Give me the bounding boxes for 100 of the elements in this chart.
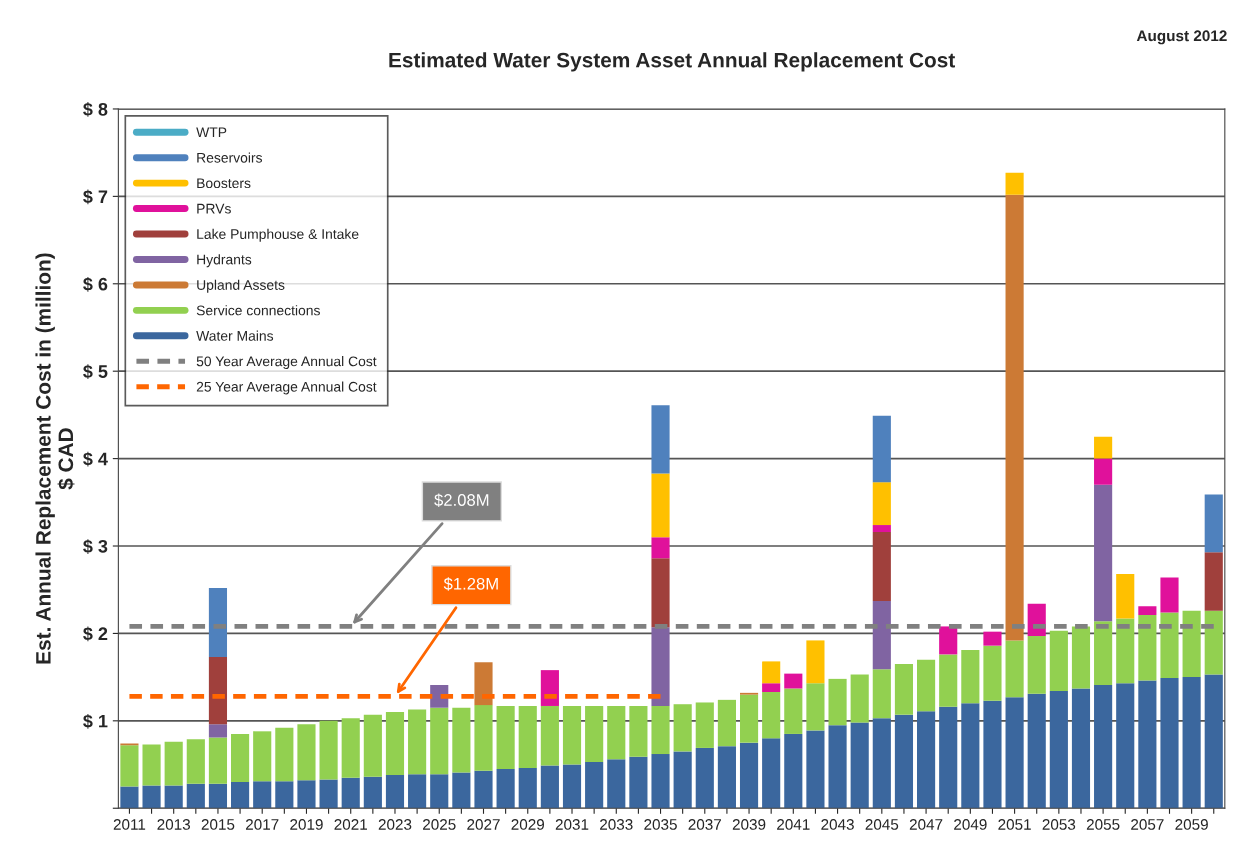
bar bbox=[164, 741, 183, 786]
bar bbox=[120, 745, 139, 787]
x-tick-label: 2013 bbox=[157, 819, 191, 830]
bar bbox=[231, 733, 250, 783]
bar bbox=[120, 786, 139, 809]
bar bbox=[894, 664, 914, 715]
bar bbox=[341, 718, 360, 778]
bar bbox=[983, 631, 1002, 646]
bar bbox=[1138, 606, 1157, 616]
bar bbox=[319, 720, 338, 780]
bar bbox=[629, 756, 648, 809]
bar bbox=[939, 654, 958, 707]
bar bbox=[208, 657, 228, 725]
bar bbox=[452, 772, 471, 809]
bar bbox=[208, 587, 228, 658]
bar bbox=[164, 785, 183, 809]
y-tick-label: $ 3 bbox=[83, 539, 108, 554]
bar bbox=[385, 775, 405, 809]
y-tick-label: $ 8 bbox=[83, 102, 108, 117]
bar bbox=[850, 674, 869, 723]
bar bbox=[363, 714, 382, 777]
legend-label: Hydrants bbox=[197, 254, 252, 268]
bar bbox=[1116, 683, 1135, 809]
text: August 2012 bbox=[1136, 30, 1227, 45]
x-tick-label: 2059 bbox=[1175, 819, 1208, 830]
bar bbox=[872, 415, 891, 483]
bar bbox=[297, 724, 316, 781]
bar bbox=[1027, 636, 1046, 694]
x-tick-label: 2053 bbox=[1042, 819, 1076, 830]
bar bbox=[430, 774, 449, 809]
bar bbox=[762, 661, 781, 684]
legend-label: 50 Year Average Annual Cost bbox=[196, 356, 377, 369]
x-tick-label: 2017 bbox=[245, 819, 279, 830]
bar bbox=[408, 709, 427, 775]
bar bbox=[939, 706, 958, 809]
bar bbox=[983, 700, 1002, 809]
bar bbox=[651, 537, 670, 559]
x-tick-label: 2051 bbox=[998, 819, 1031, 830]
bar bbox=[452, 707, 471, 773]
x-tick-label: 2049 bbox=[954, 819, 987, 830]
bar bbox=[1094, 458, 1113, 485]
bar bbox=[739, 694, 759, 743]
bar bbox=[142, 744, 161, 786]
bar bbox=[717, 746, 736, 809]
bar bbox=[1049, 691, 1068, 809]
y-tick-label: $ 4 bbox=[83, 451, 108, 467]
bar bbox=[917, 711, 936, 809]
x-tick-label: 2025 bbox=[423, 819, 456, 830]
bar bbox=[1005, 640, 1024, 698]
x-tick-label: 2037 bbox=[688, 819, 722, 830]
bar bbox=[1138, 680, 1157, 809]
y-tick-label: $ 7 bbox=[83, 189, 108, 205]
legend-label: Water Mains bbox=[196, 330, 274, 341]
bar bbox=[518, 705, 537, 769]
bar bbox=[961, 703, 980, 809]
legend-label: 25 Year Average Annual Cost bbox=[196, 381, 377, 395]
bar bbox=[1005, 697, 1024, 809]
bar bbox=[408, 774, 427, 809]
x-tick-label: 2015 bbox=[201, 819, 235, 830]
bar bbox=[806, 730, 825, 809]
bar bbox=[784, 733, 803, 809]
x-tick-label: 2021 bbox=[334, 819, 367, 830]
x-tick-label: 2043 bbox=[821, 819, 854, 830]
bar bbox=[1204, 610, 1223, 675]
bar bbox=[430, 707, 449, 775]
bar bbox=[717, 699, 736, 747]
bar bbox=[275, 781, 294, 809]
bar bbox=[1005, 194, 1024, 641]
x-tick-label: 2023 bbox=[378, 819, 412, 830]
y-axis-title: Est. Annual Replacement Cost in (million) $ CAD bbox=[35, 253, 75, 664]
bar bbox=[651, 705, 670, 755]
x-tick-label: 2019 bbox=[290, 819, 323, 830]
bar bbox=[806, 683, 825, 731]
bar bbox=[1204, 494, 1223, 553]
bar bbox=[496, 768, 515, 809]
x-tick-label: 2027 bbox=[467, 819, 500, 830]
bar bbox=[319, 779, 338, 809]
bar bbox=[562, 764, 582, 809]
chart-title: Estimated Water System Asset Annual Replacement Cost bbox=[389, 52, 955, 72]
bar bbox=[297, 780, 316, 809]
bar bbox=[496, 705, 515, 769]
bar bbox=[917, 659, 936, 712]
bar bbox=[474, 770, 493, 809]
x-tick-label: 2055 bbox=[1086, 819, 1120, 830]
bar bbox=[894, 714, 914, 809]
x-tick-label: 2039 bbox=[732, 819, 766, 830]
bar bbox=[872, 669, 891, 719]
bar bbox=[208, 737, 228, 784]
annotation: $2.08M bbox=[434, 493, 489, 507]
bar bbox=[651, 473, 670, 538]
bar bbox=[1049, 630, 1068, 692]
bar bbox=[1005, 172, 1024, 195]
bar bbox=[739, 742, 759, 809]
bar bbox=[540, 705, 559, 766]
bar bbox=[1071, 688, 1091, 809]
bar bbox=[518, 768, 537, 809]
bar bbox=[651, 627, 670, 706]
x-tick-label: 2035 bbox=[644, 819, 677, 830]
legend-label: Service connections bbox=[196, 305, 320, 316]
bar bbox=[806, 640, 825, 684]
